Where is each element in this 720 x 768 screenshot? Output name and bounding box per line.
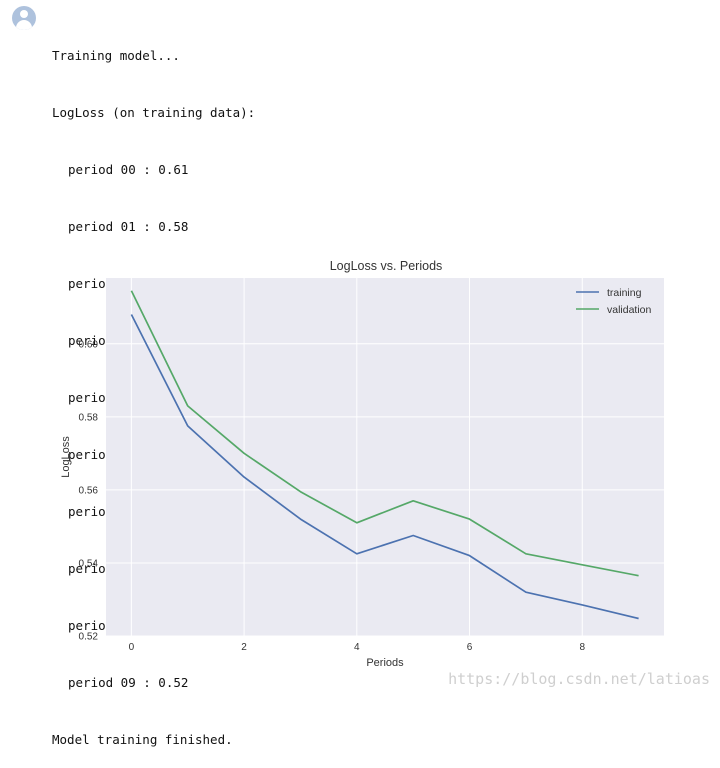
output-line-end: Model training finished. — [52, 732, 233, 747]
series-lines — [130, 290, 639, 620]
x-tick-label: 0 — [129, 642, 135, 653]
output-line-header: LogLoss (on training data): — [52, 105, 256, 120]
x-tick-label: 4 — [354, 642, 360, 653]
legend-label-validation: validation — [607, 304, 652, 316]
x-tick-labels: 0 2 4 6 8 — [129, 642, 586, 653]
output-line-period: period 09 : 0.52 — [68, 675, 189, 690]
y-tick-label: 0.54 — [79, 558, 99, 569]
x-tick-label: 6 — [467, 642, 473, 653]
y-tick-labels: 0.52 0.54 0.56 0.58 0.60 — [79, 339, 99, 642]
output-line-start: Training model... — [52, 48, 180, 63]
plot-area — [106, 278, 664, 636]
legend: training validation — [576, 287, 652, 316]
y-tick-label: 0.56 — [79, 485, 99, 496]
cell-avatar — [12, 6, 36, 30]
x-tick-label: 2 — [241, 642, 247, 653]
y-tick-label: 0.60 — [79, 339, 99, 350]
grid-lines — [106, 278, 664, 637]
legend-label-training: training — [607, 287, 642, 299]
output-line-period: period 00 : 0.61 — [68, 162, 189, 177]
y-tick-label: 0.58 — [79, 412, 99, 423]
output-line-period: period 01 : 0.58 — [68, 219, 189, 234]
x-tick-label: 8 — [579, 642, 585, 653]
y-axis-label: LogLoss — [60, 436, 72, 478]
chart-title: LogLoss vs. Periods — [330, 259, 443, 273]
series-line-validation — [130, 290, 639, 577]
y-tick-label: 0.52 — [79, 632, 99, 643]
x-axis-label: Periods — [366, 657, 404, 669]
series-line-training — [130, 314, 639, 620]
watermark: https://blog.csdn.net/latioas — [448, 670, 710, 688]
